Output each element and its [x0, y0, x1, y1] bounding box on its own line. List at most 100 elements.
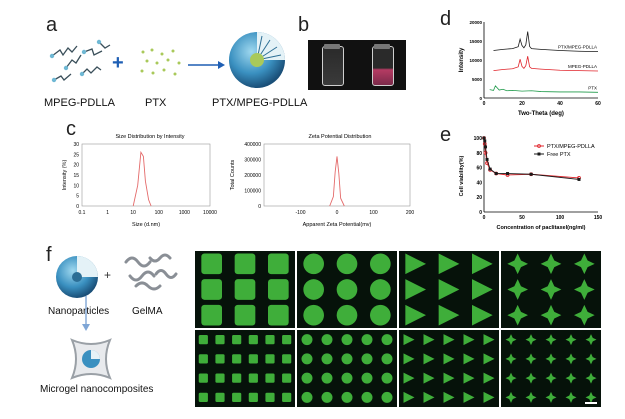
size-x-axis-label: Size (d.nm)	[132, 222, 160, 228]
panel-b-label: b	[298, 14, 310, 36]
viability-y-tick: 80	[476, 151, 482, 157]
zeta-x-tick: 100	[369, 210, 378, 216]
size-x-tick: 0.1	[79, 210, 86, 216]
panel-c-label: c	[66, 118, 76, 140]
panel-e-label: e	[440, 124, 452, 146]
zeta-x-tick: 0	[336, 210, 339, 216]
cell-viability-chart: 0 50 100 150 0 20 40 60 80 100 PTX/MPEG-PDLLA Fre…	[459, 136, 602, 231]
xrd-y-tick: 10000	[469, 58, 482, 63]
viability-point	[506, 172, 510, 176]
size-x-tick: 10	[130, 210, 136, 216]
size-y-tick: 10	[73, 183, 79, 189]
size-x-tick: 100	[155, 210, 164, 216]
zeta-y-tick: 100000	[244, 189, 261, 195]
viability-point	[484, 145, 488, 149]
xrd-x-tick: 40	[557, 101, 563, 107]
zeta-chart-title: Zeta Potential Distribution	[309, 134, 372, 140]
zeta-y-tick: 300000	[244, 158, 261, 164]
arrow-down-icon	[82, 296, 90, 331]
xrd-x-axis-label: Two-Theta (deg)	[518, 111, 564, 117]
xrd-series-line	[493, 56, 599, 72]
zeta-chart-frame	[263, 143, 411, 207]
viability-y-axis-label: Cell viability(%)	[459, 156, 465, 197]
size-x-tick: 1	[106, 210, 109, 216]
microgel-image-circle-small	[297, 330, 397, 407]
xrd-y-tick: 0	[479, 96, 482, 101]
size-y-tick: 25	[73, 152, 79, 158]
size-x-tick: 1000	[179, 210, 190, 216]
xrd-series-label: PTX/MPEG-PDLLA	[558, 45, 597, 50]
xrd-y-tick: 20000	[469, 20, 482, 25]
microgel-composite-icon	[70, 338, 112, 380]
microgel-image-triangle-small	[399, 330, 499, 407]
gelma-chains-icon	[124, 253, 178, 291]
viability-point	[488, 167, 492, 171]
zeta-y-axis-label: Total Counts	[230, 159, 236, 190]
vial-right	[372, 46, 394, 86]
microscopy-grid	[195, 251, 603, 408]
viability-x-tick: 0	[483, 215, 486, 221]
panel-f-label: f	[46, 244, 52, 266]
xrd-axes	[483, 22, 598, 99]
viability-point	[529, 172, 533, 176]
arrow-right-icon	[188, 61, 225, 69]
xrd-y-tick: 15000	[469, 39, 482, 44]
viability-point	[483, 150, 488, 155]
xrd-x-tick: 20	[519, 101, 525, 107]
size-y-tick: 15	[73, 173, 79, 179]
zeta-x-tick: 200	[406, 210, 415, 216]
xrd-series-line	[493, 31, 599, 53]
size-chart-frame	[81, 143, 211, 207]
viability-point	[494, 172, 498, 176]
viability-y-tick: 40	[476, 180, 482, 186]
microgel-image-star-small	[501, 330, 601, 407]
xrd-x-tick: 0	[483, 101, 486, 107]
ptx-mpeg-pdlla-label: PTX/MPEG-PDLLA	[212, 97, 308, 109]
legend-free-ptx: Free PTX	[547, 152, 571, 158]
viability-x-tick: 50	[519, 215, 525, 221]
zeta-x-axis-label: Apparent Zeta Potential(mv)	[303, 222, 372, 228]
microgel-image-triangle-large	[399, 251, 499, 328]
mpeg-pdlla-label: MPEG-PDLLA	[44, 97, 115, 109]
gelma-label: GelMA	[132, 306, 163, 317]
size-y-tick: 0	[76, 204, 79, 210]
viability-point	[483, 139, 487, 143]
viability-y-tick: 100	[474, 136, 483, 142]
microgel-image-circle-large	[297, 251, 397, 328]
plus-sign: +	[112, 52, 124, 74]
microgel-image-star-large	[501, 251, 601, 328]
zeta-y-tick: 200000	[244, 173, 261, 179]
xrd-series-line	[489, 85, 599, 93]
viability-y-tick: 20	[476, 195, 482, 201]
zeta-y-tick: 400000	[244, 142, 261, 148]
size-distribution-line	[132, 150, 152, 207]
panel-a-label: a	[46, 14, 58, 36]
viability-x-tick: 100	[556, 215, 565, 221]
zeta-distribution-line	[329, 156, 345, 207]
zeta-potential-chart: Zeta Potential Distribution -100 0 100 2000…	[230, 134, 415, 228]
microgel-label: Microgel nanocomposites	[40, 384, 154, 395]
vial-left-cap	[324, 44, 340, 49]
size-distribution-chart: Size Distribution by Intensity 0.1 1 10 100…	[62, 134, 217, 228]
size-chart-title: Size Distribution by Intensity	[115, 134, 184, 140]
microgel-image-square-large	[195, 251, 295, 328]
size-y-tick: 5	[76, 194, 79, 200]
panel-d-label: d	[440, 8, 452, 30]
size-y-tick: 30	[73, 142, 79, 148]
xrd-x-tick: 60	[595, 101, 601, 107]
xrd-series-label: MPEG-PDLLA	[568, 64, 597, 69]
viability-point	[482, 136, 486, 140]
vial-left	[322, 46, 344, 86]
size-x-tick: 10000	[203, 210, 217, 216]
microgel-image-square-small	[195, 330, 295, 407]
viability-legend: PTX/MPEG-PDLLA Free PTX	[534, 144, 595, 158]
nanoparticle-icon	[56, 256, 98, 298]
zeta-y-tick: 0	[258, 204, 261, 210]
legend-ptx-mpeg: PTX/MPEG-PDLLA	[547, 144, 595, 150]
viability-y-tick: 0	[479, 210, 482, 216]
vial-right-cap	[374, 44, 390, 49]
zeta-x-tick: -100	[295, 210, 305, 216]
viability-point	[577, 177, 581, 181]
vials-photo	[308, 40, 406, 90]
nanoparticles-label: Nanoparticles	[48, 306, 110, 317]
